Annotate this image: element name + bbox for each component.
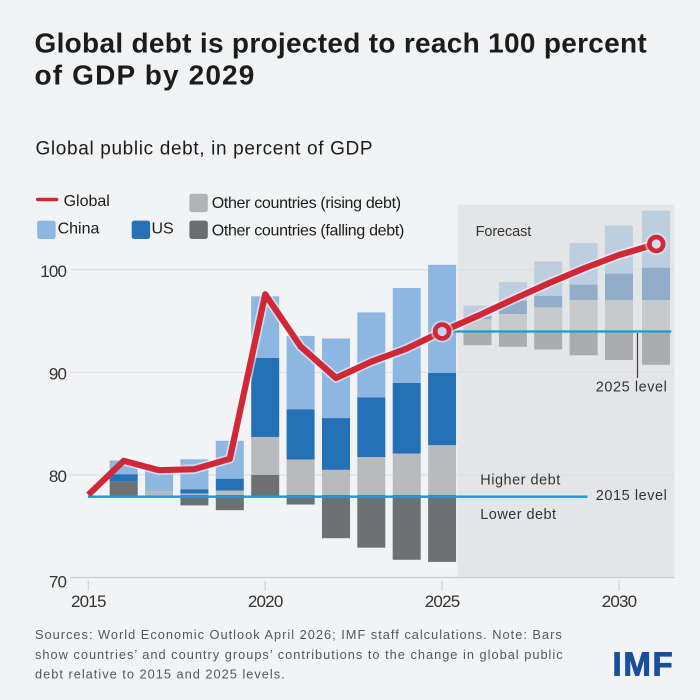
svg-text:Higher debt: Higher debt bbox=[480, 472, 560, 488]
svg-text:Other countries (rising debt): Other countries (rising debt) bbox=[212, 195, 401, 212]
svg-text:90: 90 bbox=[49, 365, 67, 384]
svg-text:2030: 2030 bbox=[602, 592, 637, 611]
svg-text:2025: 2025 bbox=[425, 592, 460, 611]
svg-text:Forecast: Forecast bbox=[476, 224, 532, 240]
svg-text:100: 100 bbox=[40, 262, 66, 281]
svg-text:2025 level: 2025 level bbox=[596, 379, 668, 395]
svg-text:IMF: IMF bbox=[613, 646, 675, 683]
svg-text:China: China bbox=[58, 221, 100, 238]
svg-text:Global public debt, in percent: Global public debt, in percent of GDP bbox=[36, 138, 374, 159]
svg-text:Sources: World Economic Outloo: Sources: World Economic Outlook April 20… bbox=[35, 627, 563, 642]
svg-text:US: US bbox=[152, 221, 174, 238]
svg-text:80: 80 bbox=[49, 467, 67, 486]
svg-text:70: 70 bbox=[49, 573, 67, 592]
svg-text:Lower debt: Lower debt bbox=[480, 507, 556, 523]
svg-text:2015 level: 2015 level bbox=[596, 488, 668, 504]
svg-text:2015: 2015 bbox=[71, 592, 106, 611]
svg-text:2020: 2020 bbox=[248, 592, 283, 611]
svg-text:show countries’ and country gr: show countries’ and country groups’ cont… bbox=[35, 647, 564, 662]
svg-text:Global debt is projected to re: Global debt is projected to reach 100 pe… bbox=[35, 28, 648, 59]
svg-text:of GDP by 2029: of GDP by 2029 bbox=[35, 60, 256, 91]
svg-text:Global: Global bbox=[64, 193, 110, 210]
svg-text:Other countries (falling debt): Other countries (falling debt) bbox=[212, 223, 404, 240]
svg-text:debt relative to 2015 and 2025: debt relative to 2015 and 2025 levels. bbox=[35, 667, 286, 682]
